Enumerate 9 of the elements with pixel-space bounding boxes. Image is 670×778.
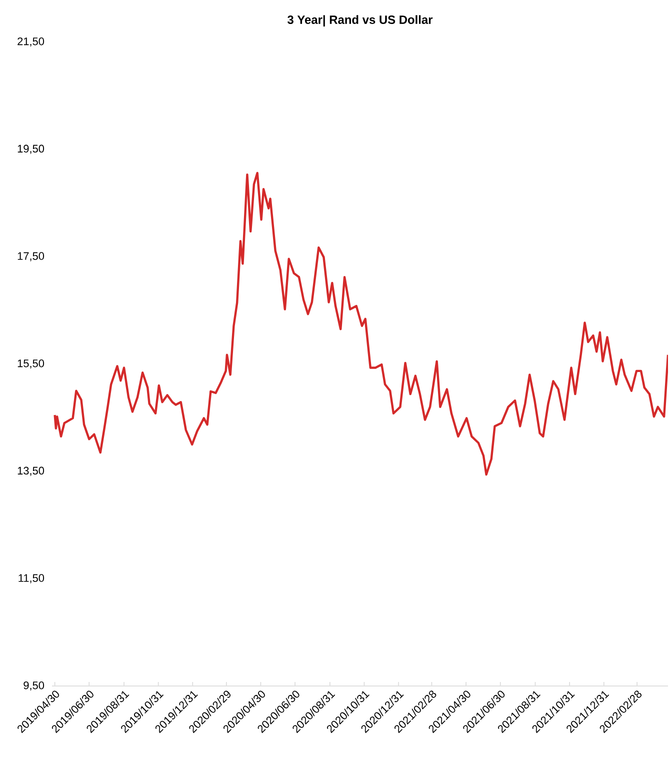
y-tick-label: 21,50 — [18, 37, 44, 47]
y-tick-label: 13,50 — [18, 466, 44, 476]
y-tick-label: 15,50 — [18, 359, 44, 369]
y-tick-label: 17,50 — [18, 252, 44, 262]
y-tick-label: 11,50 — [18, 574, 44, 584]
chart-title: 3 Year| Rand vs US Dollar — [288, 15, 433, 26]
y-tick-label: 9,50 — [24, 681, 44, 691]
line-series — [54, 172, 668, 476]
y-tick-label: 19,50 — [18, 144, 44, 154]
